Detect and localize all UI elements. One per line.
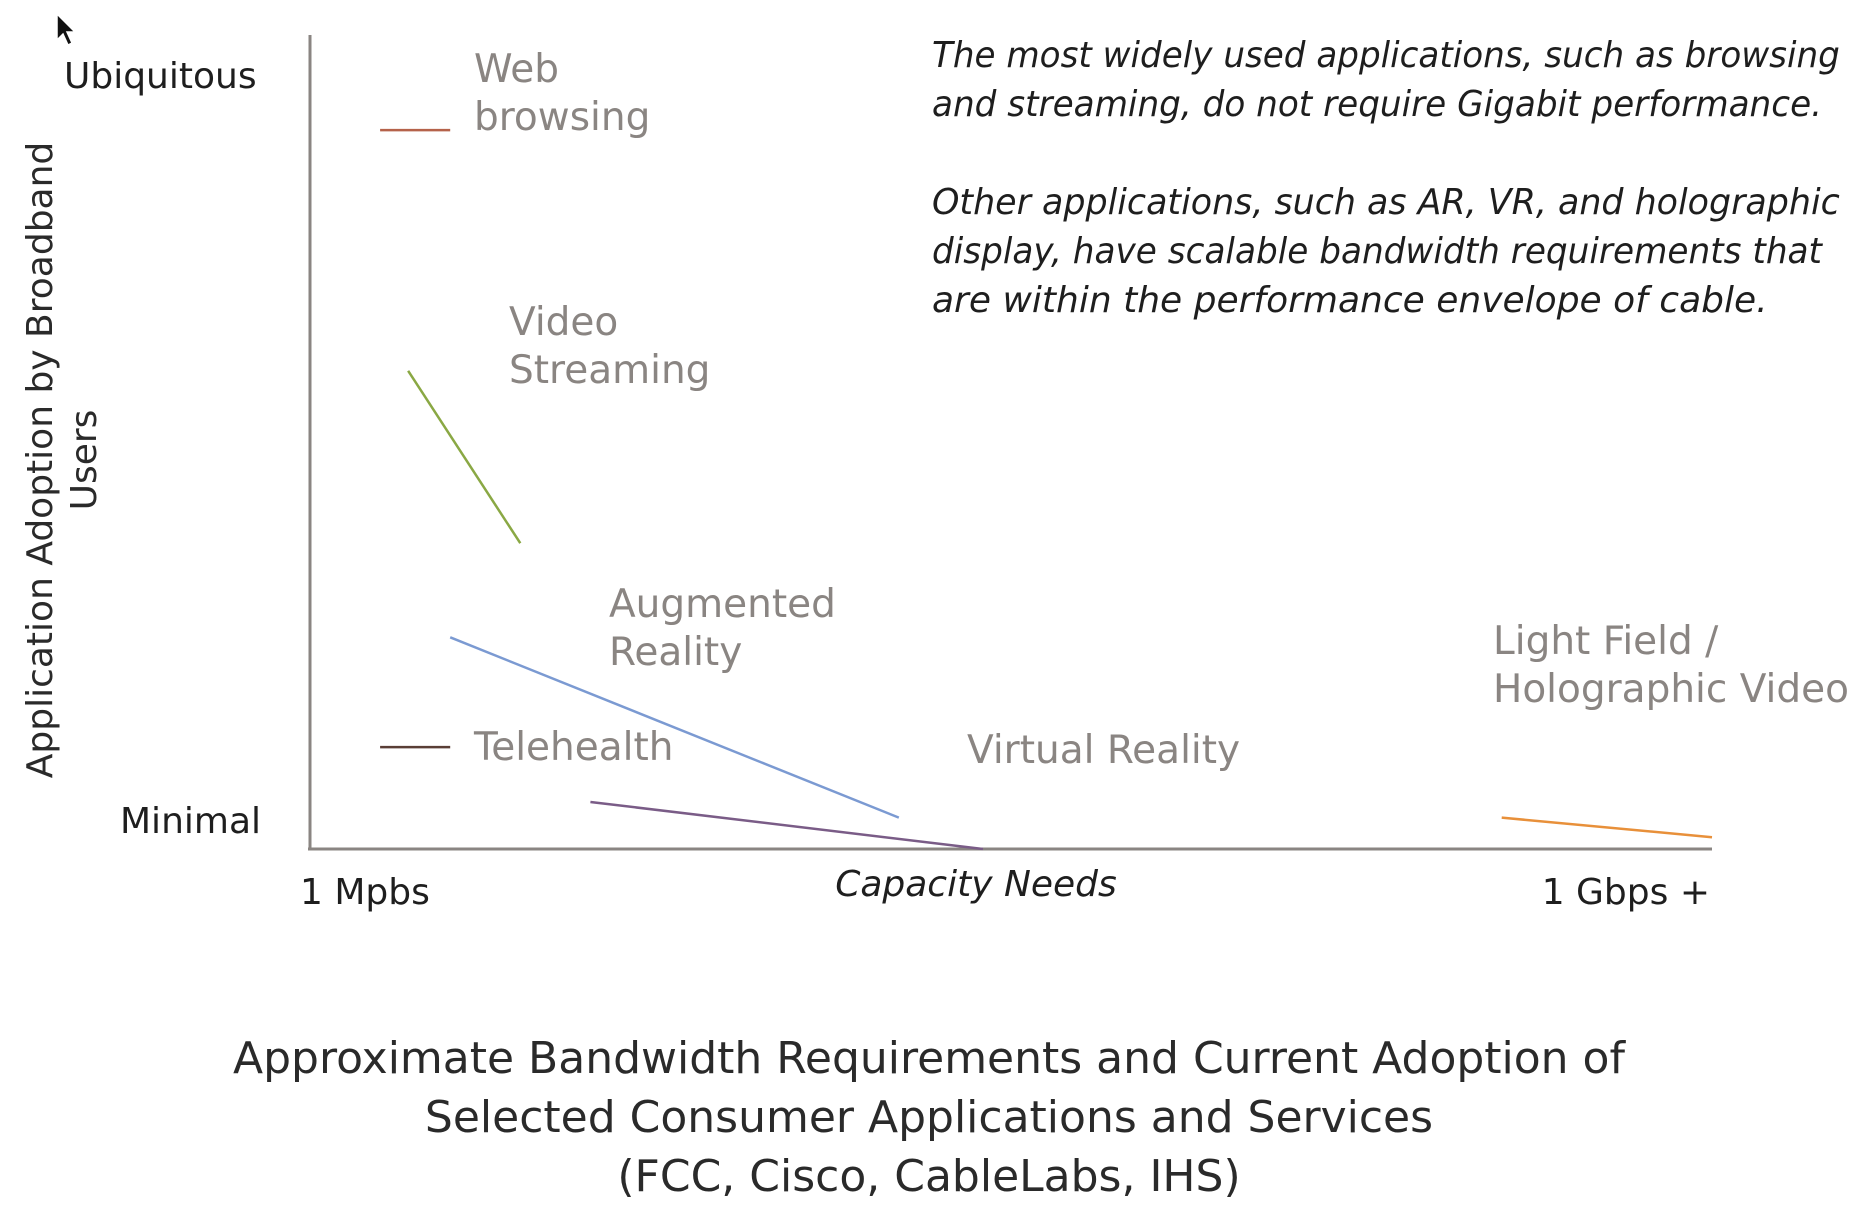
series-label-video-streaming-line-1: Video — [509, 300, 618, 345]
x-axis-label: Capacity Needs — [835, 864, 1117, 905]
caption-line-2: Selected Consumer Applications and Servi… — [425, 1092, 1433, 1143]
series-label-video-streaming-line-2: Streaming — [509, 348, 710, 393]
series-line-video-streaming — [407, 370, 522, 544]
series-line-augmented-reality — [449, 636, 900, 819]
series-label-augmented-reality-line-2: Reality — [609, 630, 742, 675]
y-axis-label-line-1: Application Adoption by Broadband — [20, 142, 61, 779]
series-label-augmented-reality-line-1: Augmented — [609, 582, 836, 627]
caption-line-1: Approximate Bandwidth Requirements and C… — [233, 1033, 1626, 1084]
annotation-text: The most widely used applications, such … — [932, 35, 1840, 321]
series-label-light-field-holographic-video-line-1: Light Field / — [1493, 619, 1719, 664]
x-tick-1-gbps: 1 Gbps + — [1542, 872, 1710, 913]
y-tick-ubiquitous: Ubiquitous — [64, 56, 257, 97]
y-axis-label-line-2: Users — [64, 410, 105, 511]
caption-line-3: (FCC, Cisco, CableLabs, IHS) — [617, 1151, 1240, 1202]
chart-caption: Approximate Bandwidth Requirements and C… — [233, 1033, 1626, 1202]
mouse-cursor-icon — [56, 12, 77, 47]
series-label-web-browsing-line-1: Web — [474, 47, 559, 92]
series-label-telehealth-line-1: Telehealth — [473, 725, 673, 770]
annotation-line-1: The most widely used applications, such … — [932, 35, 1840, 76]
series-line-virtual-reality — [590, 800, 984, 851]
annotation-line-5: display, have scalable bandwidth require… — [932, 231, 1824, 272]
annotation-line-4: Other applications, such as AR, VR, and … — [932, 182, 1840, 223]
series-label-light-field-holographic-video-line-2: Holographic Video — [1493, 667, 1849, 712]
y-tick-minimal: Minimal — [120, 801, 261, 842]
series-line-light-field-holographic-video — [1501, 816, 1713, 839]
x-tick-1-mpbs: 1 Mpbs — [300, 872, 430, 913]
annotation-line-2: and streaming, do not require Gigabit pe… — [932, 84, 1822, 125]
series-label-virtual-reality-line-1: Virtual Reality — [967, 728, 1240, 773]
annotation-line-6: are within the performance envelope of c… — [932, 280, 1768, 321]
series-label-web-browsing-line-2: browsing — [474, 95, 650, 140]
